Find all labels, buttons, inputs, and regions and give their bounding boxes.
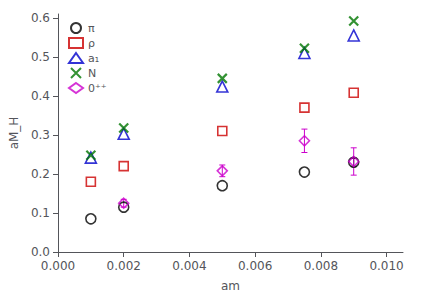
svg-text:a₁: a₁	[88, 52, 99, 65]
svg-text:0⁺⁺: 0⁺⁺	[88, 82, 107, 95]
svg-text:ρ: ρ	[88, 37, 95, 50]
svg-text:0.002: 0.002	[107, 259, 141, 273]
svg-text:0.4: 0.4	[31, 89, 50, 103]
svg-text:0.5: 0.5	[31, 50, 50, 64]
svg-text:aM_H: aM_H	[7, 117, 21, 150]
svg-text:0.0: 0.0	[31, 245, 50, 259]
svg-text:π: π	[88, 22, 95, 35]
svg-text:0.008: 0.008	[304, 259, 338, 273]
svg-text:0.000: 0.000	[41, 259, 75, 273]
svg-text:am: am	[221, 279, 240, 293]
svg-text:0.1: 0.1	[31, 206, 50, 220]
svg-text:0.004: 0.004	[172, 259, 206, 273]
svg-text:N: N	[88, 67, 96, 80]
svg-text:0.2: 0.2	[31, 167, 50, 181]
svg-text:0.3: 0.3	[31, 128, 50, 142]
svg-text:0.006: 0.006	[238, 259, 272, 273]
svg-text:0.010: 0.010	[369, 259, 403, 273]
svg-text:0.6: 0.6	[31, 11, 50, 25]
